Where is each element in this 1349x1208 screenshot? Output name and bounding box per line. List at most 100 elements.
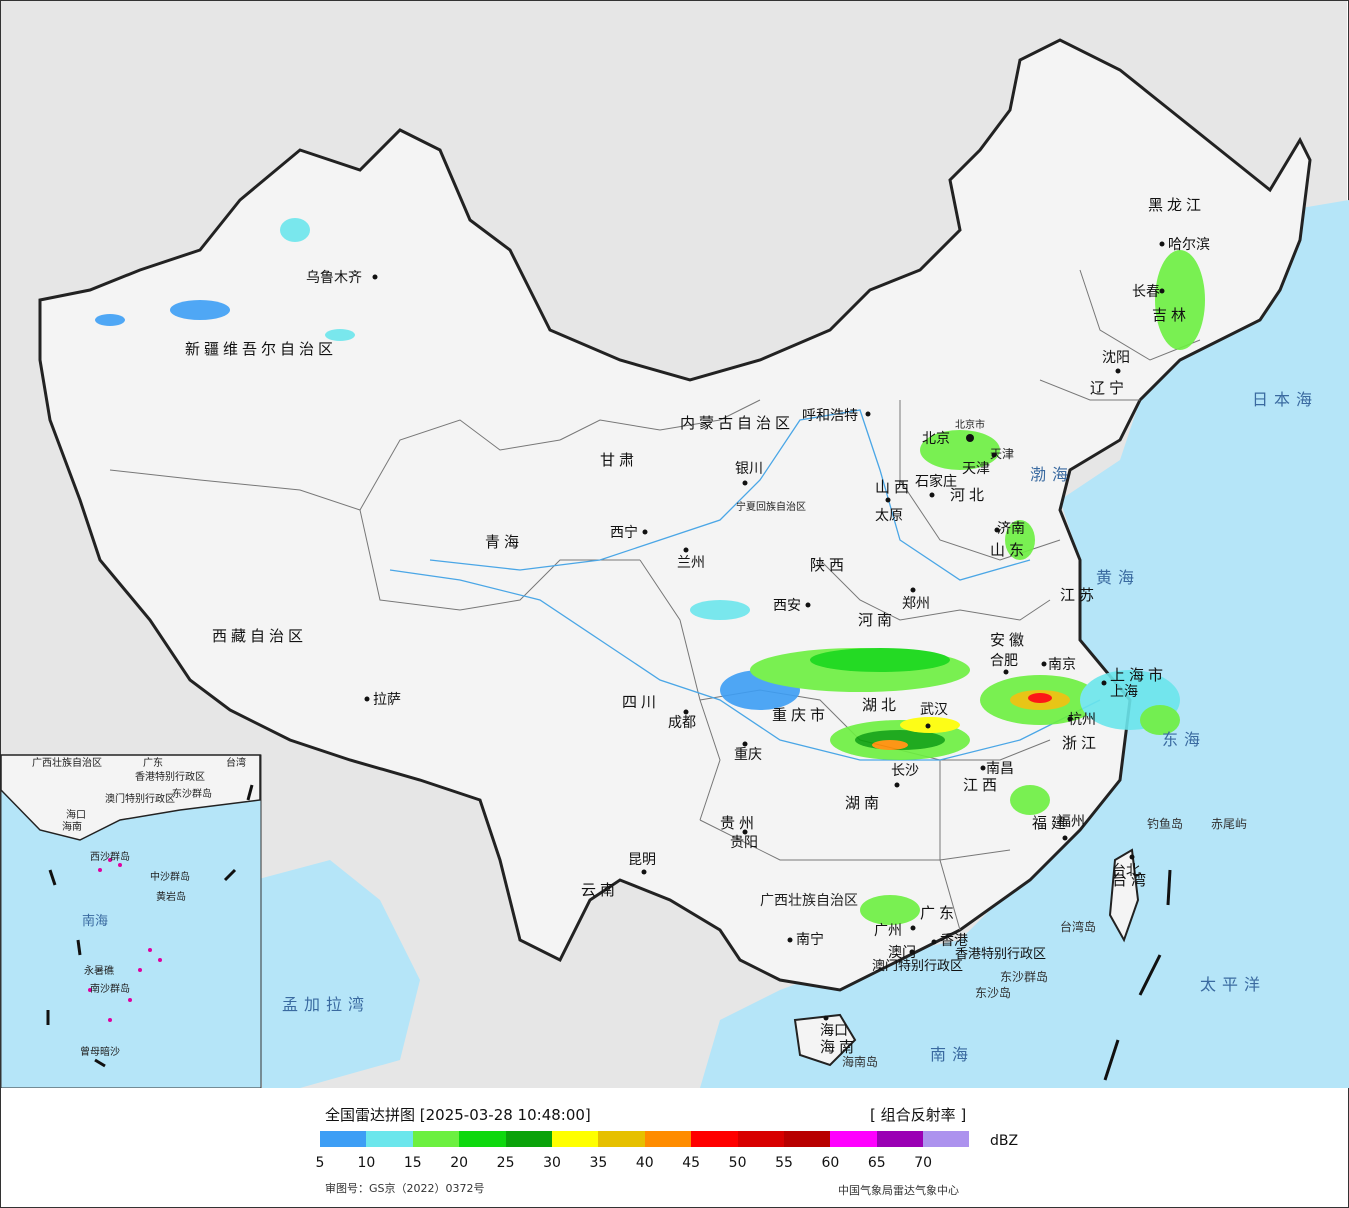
- sea-yellow: 黄海: [1096, 568, 1140, 587]
- legend-panel: [0, 1088, 1349, 1208]
- inset-haikou: 海口: [66, 808, 86, 821]
- label-henan: 河南: [858, 611, 896, 629]
- city-hohhot: 呼和浩特: [802, 408, 858, 424]
- label-tianjin-prov: 天津: [990, 447, 1014, 461]
- island-taiwan: 台湾岛: [1060, 919, 1096, 934]
- city-macau: 澳门: [888, 945, 916, 961]
- label-hubei: 湖北: [862, 696, 900, 714]
- city-guiyang: 贵阳: [730, 835, 758, 851]
- city-shijiazhuang: 石家庄: [915, 473, 957, 490]
- colorbar-tick-label: 30: [543, 1155, 561, 1171]
- label-fujian: 福建: [1032, 814, 1070, 832]
- colorbar-tick-label: 70: [914, 1155, 933, 1171]
- colorbar-tick-label: 10: [357, 1155, 376, 1171]
- label-sichuan: 四川: [622, 693, 660, 711]
- city-jinan: 济南: [997, 521, 1025, 537]
- sea-bohai: 渤海: [1030, 465, 1074, 484]
- city-hangzhou: 杭州: [1068, 712, 1096, 728]
- island-chiwei: 赤尾屿: [1211, 817, 1247, 831]
- city-yinchuan: 银川: [735, 461, 763, 477]
- inset-islands: [88, 858, 162, 1022]
- colorbar-tick-label: 25: [496, 1155, 515, 1171]
- inset-hainan: 海南: [62, 820, 82, 833]
- city-lanzhou: 兰州: [677, 555, 705, 571]
- rivers: [389, 409, 1101, 761]
- label-yunnan: 云南: [581, 881, 619, 899]
- city-fuzhou: 福州: [1057, 814, 1085, 830]
- label-hongkong-sar: 香港特别行政区: [955, 947, 1046, 962]
- city-xian: 西安: [773, 598, 801, 614]
- legend-unit: dBZ: [990, 1133, 1019, 1149]
- city-chengdu: 成都: [668, 715, 696, 731]
- label-anhui: 安徽: [990, 631, 1028, 649]
- label-hebei: 河北: [950, 486, 988, 504]
- colorbar: [320, 1131, 970, 1147]
- label-xinjiang: 新疆维吾尔自治区: [185, 340, 337, 358]
- colorbar-tick-label: 35: [589, 1155, 608, 1171]
- inset-guangdong: 广东: [143, 756, 163, 769]
- island-hainan: 海南岛: [842, 1054, 878, 1069]
- city-hefei: 合肥: [990, 653, 1018, 669]
- label-gansu: 甘肃: [600, 451, 638, 469]
- label-beijing-shi: 北京市: [955, 418, 985, 431]
- city-lhasa: 拉萨: [373, 692, 401, 708]
- label-liaoning: 辽宁: [1090, 379, 1128, 397]
- city-changchun: 长春: [1132, 284, 1160, 300]
- city-tianjin: 天津: [962, 461, 990, 477]
- colorbar-swatch: [412, 1131, 460, 1147]
- label-guizhou: 贵州: [720, 814, 758, 832]
- city-nanchang: 南昌: [986, 761, 1014, 777]
- colorbar-swatch: [366, 1131, 413, 1147]
- colorbar-swatch: [783, 1131, 831, 1147]
- inset-guangxi: 广西壮族自治区: [32, 756, 102, 769]
- label-shaanxi: 陕西: [810, 556, 848, 574]
- ocean: [700, 200, 1349, 1088]
- colorbar-swatch: [320, 1131, 367, 1147]
- label-jiangxi: 江西: [963, 776, 1001, 794]
- inset-dongsha: 东沙群岛: [172, 787, 212, 800]
- label-guangdong: 广东: [920, 904, 958, 922]
- colorbar-swatch: [644, 1131, 692, 1147]
- colorbar-swatch: [551, 1131, 599, 1147]
- colorbar-swatch: [505, 1131, 552, 1147]
- inset-huangyan: 黄岩岛: [156, 890, 186, 903]
- colorbar-swatch: [691, 1131, 738, 1147]
- colorbar-tick-label: 60: [821, 1155, 840, 1171]
- label-jiangsu: 江苏: [1060, 586, 1098, 604]
- city-kunming: 昆明: [628, 852, 656, 868]
- inset-nansha: 南沙群岛: [90, 982, 130, 995]
- label-qinghai: 青海: [485, 533, 523, 551]
- label-hunan: 湖南: [845, 794, 883, 812]
- colorbar-tick-label: 50: [728, 1155, 747, 1171]
- map-approval-number: 审图号：GS京（2022）0372号: [325, 1182, 485, 1195]
- city-guangzhou: 广州: [874, 923, 902, 939]
- inset-labels: 广西壮族自治区 广东 海南 南海 中沙群岛 黄岩岛 西沙群岛 南沙群岛 香港特别…: [32, 756, 246, 1058]
- inset-mainland: [0, 754, 261, 841]
- city-changsha: 长沙: [891, 763, 919, 779]
- label-shandong: 山东: [990, 541, 1028, 559]
- island-dongsha-group: 东沙群岛: [1000, 969, 1048, 984]
- colorbar-swatch: [737, 1131, 784, 1147]
- label-ningxia: 宁夏回族自治区: [736, 500, 806, 513]
- sea-pacific: 太平洋: [1200, 975, 1266, 994]
- label-neimenggu: 内蒙古自治区: [680, 414, 794, 432]
- city-harbin: 哈尔滨: [1168, 237, 1210, 253]
- colorbar-swatch: [598, 1131, 645, 1147]
- colorbar-swatch: [876, 1131, 924, 1147]
- city-hongkong: 香港: [940, 933, 968, 949]
- island-diaoyu: 钓鱼岛: [1147, 816, 1183, 831]
- legend-title: 全国雷达拼图 [2025-03-28 10:48:00]: [325, 1106, 591, 1124]
- city-beijing: 北京: [922, 431, 950, 447]
- label-hainan: 海南: [820, 1038, 858, 1056]
- island-dongsha: 东沙岛: [975, 985, 1011, 1000]
- inset-hongkong: 香港特别行政区: [135, 770, 205, 783]
- colorbar-tick-label: 15: [403, 1155, 422, 1171]
- colorbar-tick-label: 40: [635, 1155, 654, 1171]
- agency-credit: 中国气象局雷达气象中心: [838, 1184, 959, 1197]
- label-chongqing-shi: 重庆市: [772, 706, 829, 724]
- label-zhejiang: 浙江: [1062, 734, 1100, 752]
- inset-taiwan: 台湾: [226, 756, 246, 769]
- sea-east: 东海: [1162, 730, 1206, 749]
- city-taipei: 台北: [1112, 863, 1140, 879]
- city-taiyuan: 太原: [875, 508, 903, 524]
